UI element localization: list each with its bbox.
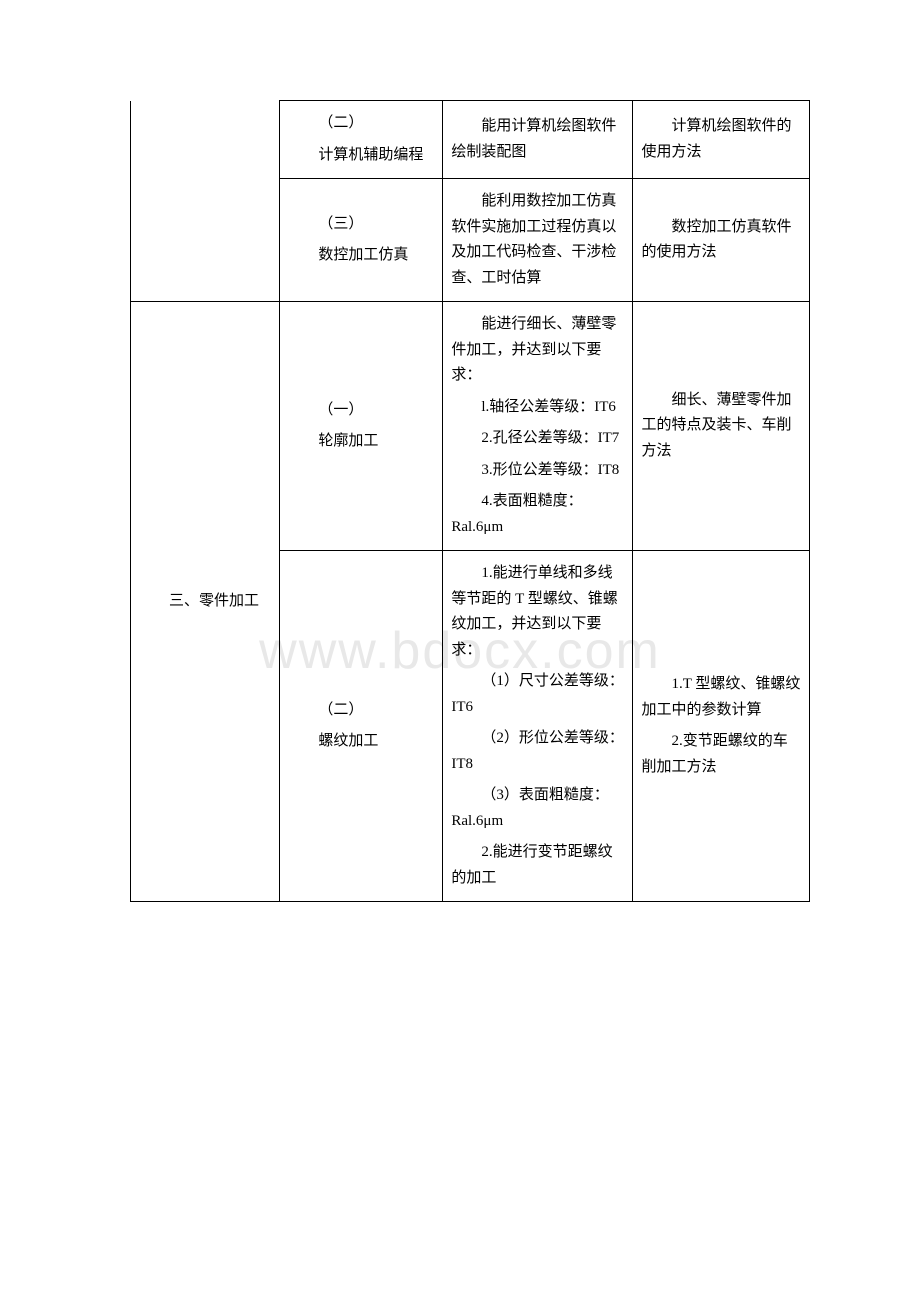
- para-text: 能利用数控加工仿真软件实施加工过程仿真以及加工代码检查、干涉检查、工时估算: [451, 189, 624, 291]
- cell-knowledge: 细长、薄壁零件加工的特点及装卡、车削方法: [633, 302, 810, 551]
- para-text: （2）形位公差等级：IT8: [451, 726, 624, 777]
- para-text: （三）: [288, 212, 434, 238]
- para-text: 能用计算机绘图软件绘制装配图: [451, 114, 624, 165]
- para-text: 数控加工仿真软件的使用方法: [641, 215, 801, 266]
- table-row: 三、零件加工 （一） 轮廓加工 能进行细长、薄壁零件加工，并达到以下要求： l.…: [131, 302, 810, 551]
- para-text: 4.表面粗糙度：Ral.6μm: [451, 489, 624, 540]
- para-text: 2.孔径公差等级：IT7: [451, 426, 624, 452]
- para-text: 三、零件加工: [139, 589, 271, 615]
- para-text: （一）: [288, 398, 434, 424]
- para-text: l.轴径公差等级：IT6: [451, 395, 624, 421]
- cell-subcategory: （一） 轮廓加工: [280, 302, 443, 551]
- cell-skill: 能用计算机绘图软件绘制装配图: [443, 101, 633, 179]
- cell-subcategory: （三） 数控加工仿真: [280, 179, 443, 302]
- para-text: 计算机辅助编程: [288, 143, 434, 169]
- para-text: （二）: [288, 111, 434, 137]
- cell-knowledge: 1.T 型螺纹、锥螺纹加工中的参数计算 2.变节距螺纹的车削加工方法: [633, 551, 810, 902]
- cell-subcategory: （二） 螺纹加工: [280, 551, 443, 902]
- cell-category: [131, 101, 280, 302]
- para-text: 螺纹加工: [288, 729, 434, 755]
- para-text: 1.T 型螺纹、锥螺纹加工中的参数计算: [641, 672, 801, 723]
- para-text: 细长、薄壁零件加工的特点及装卡、车削方法: [641, 388, 801, 465]
- cell-subcategory: （二） 计算机辅助编程: [280, 101, 443, 179]
- para-text: 1.能进行单线和多线等节距的 T 型螺纹、锥螺纹加工，并达到以下要求：: [451, 561, 624, 663]
- cell-skill: 能利用数控加工仿真软件实施加工过程仿真以及加工代码检查、干涉检查、工时估算: [443, 179, 633, 302]
- para-text: （1）尺寸公差等级：IT6: [451, 669, 624, 720]
- para-text: 数控加工仿真: [288, 243, 434, 269]
- table-row: （二） 计算机辅助编程 能用计算机绘图软件绘制装配图 计算机绘图软件的使用方法: [131, 101, 810, 179]
- para-text: 能进行细长、薄壁零件加工，并达到以下要求：: [451, 312, 624, 389]
- content-table: （二） 计算机辅助编程 能用计算机绘图软件绘制装配图 计算机绘图软件的使用方法 …: [130, 100, 810, 902]
- cell-skill: 1.能进行单线和多线等节距的 T 型螺纹、锥螺纹加工，并达到以下要求： （1）尺…: [443, 551, 633, 902]
- para-text: 2.能进行变节距螺纹的加工: [451, 840, 624, 891]
- para-text: 轮廓加工: [288, 429, 434, 455]
- para-text: （3）表面粗糙度：Ral.6μm: [451, 783, 624, 834]
- cell-category: 三、零件加工: [131, 302, 280, 902]
- cell-skill: 能进行细长、薄壁零件加工，并达到以下要求： l.轴径公差等级：IT6 2.孔径公…: [443, 302, 633, 551]
- cell-knowledge: 计算机绘图软件的使用方法: [633, 101, 810, 179]
- cell-knowledge: 数控加工仿真软件的使用方法: [633, 179, 810, 302]
- para-text: 3.形位公差等级：IT8: [451, 458, 624, 484]
- para-text: （二）: [288, 698, 434, 724]
- para-text: 计算机绘图软件的使用方法: [641, 114, 801, 165]
- para-text: 2.变节距螺纹的车削加工方法: [641, 729, 801, 780]
